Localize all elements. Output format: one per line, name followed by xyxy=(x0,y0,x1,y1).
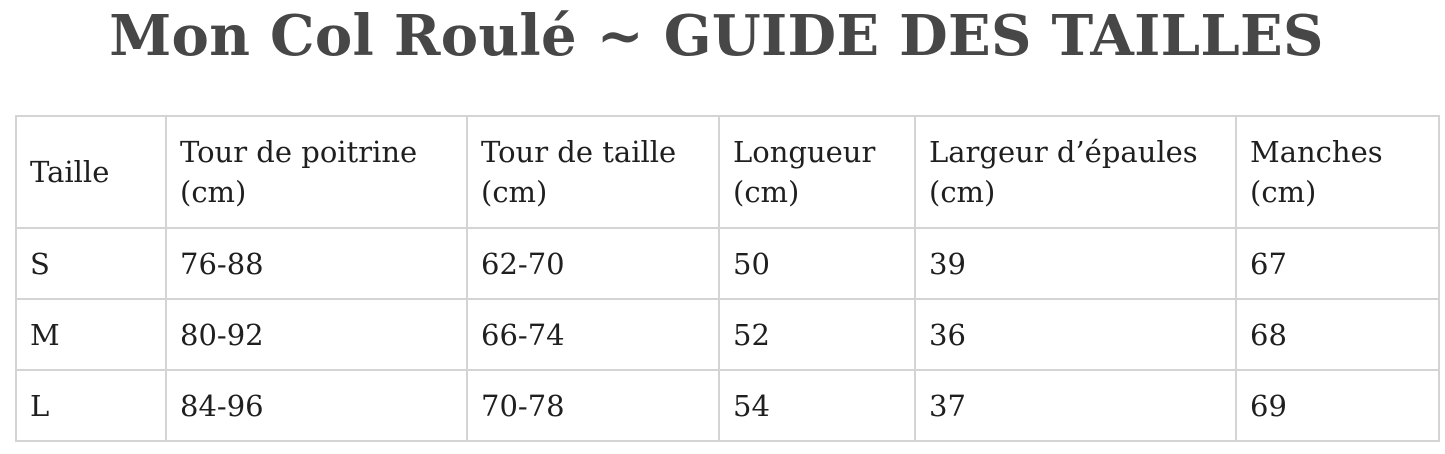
header-cell-waist: Tour de taille (cm) xyxy=(466,115,720,229)
table-cell: 68 xyxy=(1235,298,1440,371)
table-cell: 69 xyxy=(1235,369,1440,442)
header-unit: (cm) xyxy=(929,175,996,209)
table-cell: 80-92 xyxy=(165,298,468,371)
header-cell-length: Longueur (cm) xyxy=(718,115,916,229)
table-cell: 62-70 xyxy=(466,227,720,300)
table-cell: 70-78 xyxy=(466,369,720,442)
table-cell: L xyxy=(15,369,167,442)
header-row: Taille Tour de poitrine (cm) Tour de tail… xyxy=(15,115,1440,229)
table-cell: 67 xyxy=(1235,227,1440,300)
header-cell-chest: Tour de poitrine (cm) xyxy=(165,115,468,229)
table-cell: 39 xyxy=(914,227,1237,300)
header-label: Largeur d’épaules xyxy=(929,135,1198,169)
header-unit: (cm) xyxy=(733,175,800,209)
page-title: Mon Col Roulé ~ GUIDE DES TAILLES xyxy=(109,3,1324,69)
table-cell: 36 xyxy=(914,298,1237,371)
header-label: Taille xyxy=(30,155,110,189)
table-row: S 76-88 62-70 50 39 67 xyxy=(15,227,1440,300)
table-cell: 54 xyxy=(718,369,916,442)
header-label: Tour de taille xyxy=(481,135,677,169)
header-label: Longueur xyxy=(733,135,876,169)
table-row: M 80-92 66-74 52 36 68 xyxy=(15,298,1440,371)
header-unit: (cm) xyxy=(1250,175,1317,209)
table-cell: M xyxy=(15,298,167,371)
header-cell-size: Taille xyxy=(15,115,167,229)
table-cell: 66-74 xyxy=(466,298,720,371)
header-label: Manches xyxy=(1250,135,1383,169)
table-cell: 84-96 xyxy=(165,369,468,442)
table-row: L 84-96 70-78 54 37 69 xyxy=(15,369,1440,442)
table-cell: S xyxy=(15,227,167,300)
table-cell: 37 xyxy=(914,369,1237,442)
header-cell-shoulders: Largeur d’épaules (cm) xyxy=(914,115,1237,229)
header-label: Tour de poitrine xyxy=(180,135,418,169)
header-unit: (cm) xyxy=(180,175,247,209)
header-unit: (cm) xyxy=(481,175,548,209)
header-cell-sleeves: Manches (cm) xyxy=(1235,115,1440,229)
table-cell: 52 xyxy=(718,298,916,371)
table-cell: 76-88 xyxy=(165,227,468,300)
table-cell: 50 xyxy=(718,227,916,300)
size-table: Taille Tour de poitrine (cm) Tour de tail… xyxy=(15,115,1440,442)
